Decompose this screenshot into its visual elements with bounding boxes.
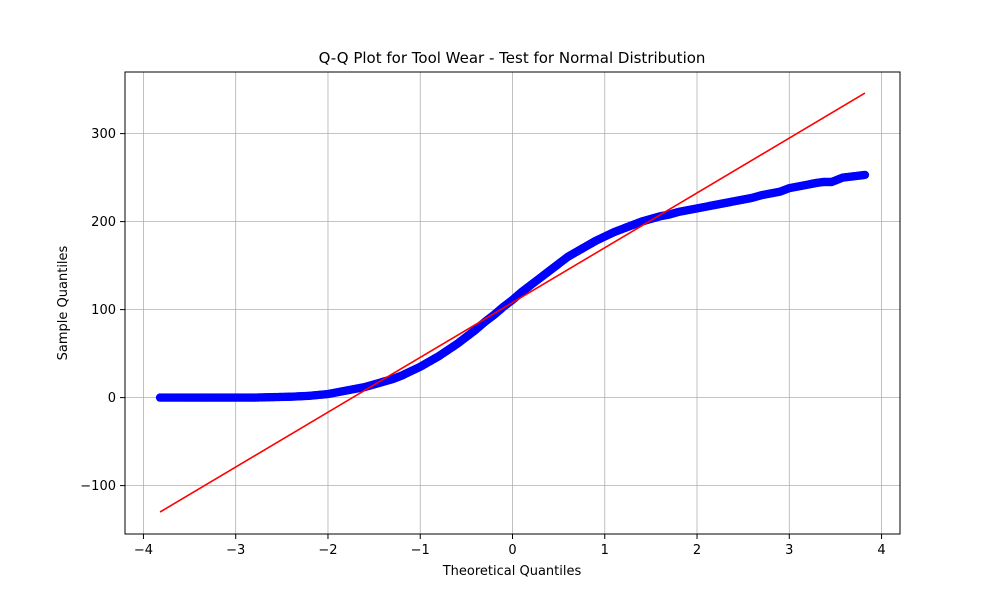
x-tick-label: 3 bbox=[785, 543, 793, 558]
reference-line bbox=[159, 92, 866, 513]
y-tick-label: −100 bbox=[80, 479, 116, 494]
x-tick-label: −2 bbox=[318, 543, 337, 558]
x-tick-label: 2 bbox=[693, 543, 701, 558]
x-tick-label: 4 bbox=[877, 543, 885, 558]
y-tick-label: 300 bbox=[91, 127, 116, 142]
y-tick-label: 0 bbox=[108, 391, 116, 406]
x-tick-label: −4 bbox=[134, 543, 153, 558]
x-tick-label: −1 bbox=[411, 543, 430, 558]
x-tick-label: −3 bbox=[226, 543, 245, 558]
y-axis-ticks: −100 0 100 200 300 bbox=[80, 127, 125, 494]
qq-point bbox=[860, 170, 870, 180]
chart-title: Q-Q Plot for Tool Wear - Test for Normal… bbox=[319, 49, 706, 67]
y-axis-title: Sample Quantiles bbox=[56, 245, 71, 360]
x-tick-label: 1 bbox=[601, 543, 609, 558]
x-tick-label: 0 bbox=[508, 543, 516, 558]
reference-line-segment bbox=[159, 92, 866, 513]
y-tick-label: 200 bbox=[91, 215, 116, 230]
x-axis-title: Theoretical Quantiles bbox=[442, 564, 582, 579]
y-tick-label: 100 bbox=[91, 303, 116, 318]
x-axis-ticks: −4 −3 −2 −1 0 1 2 3 4 bbox=[134, 534, 886, 558]
